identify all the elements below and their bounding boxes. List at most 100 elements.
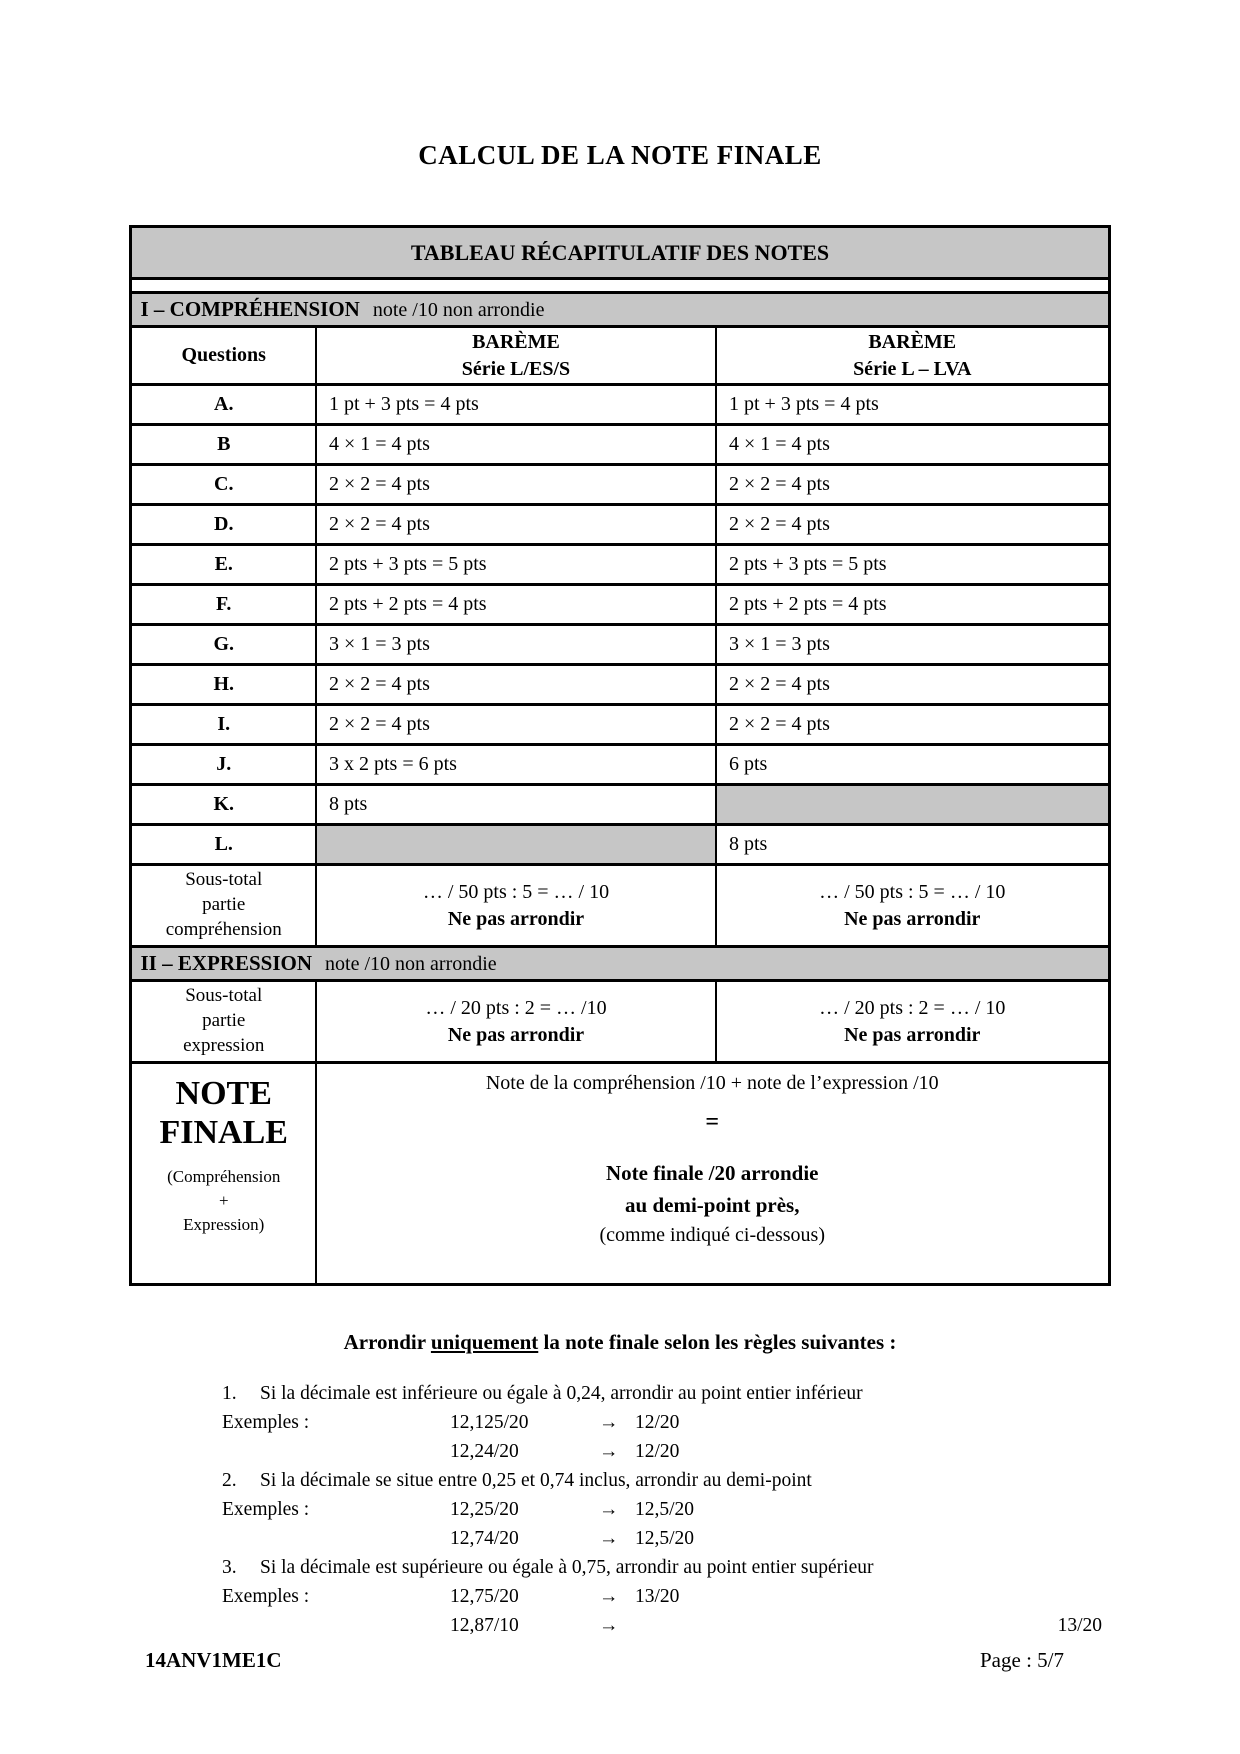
table-row: I. 2 × 2 = 4 pts 2 × 2 = 4 pts [129,703,1111,746]
bareme-lva-cell: 3 × 1 = 3 pts [714,623,1111,666]
note-finale-sub-line: Expression) [183,1215,265,1235]
rules-heading-underlined: uniquement [430,1330,539,1354]
bareme-lva-line1: BARÈME [868,330,957,353]
subtotal-label-line: expression [183,1034,265,1056]
bareme-lva-cell: 2 × 2 = 4 pts [714,663,1111,706]
question-cell: I. [129,703,317,746]
bareme-lss-cell: 2 × 2 = 4 pts [314,663,717,706]
example-to-far-right: 13/20 [1057,1615,1102,1636]
examples-label: Exemples : [222,1586,310,1607]
note-finale-result-note: (comme indiqué ci-dessous) [599,1224,826,1246]
subtotal-formula: … / 50 pts : 5 = … / 10 [422,880,610,903]
example-from: 12,24/20 [450,1441,519,1462]
example-from: 12,75/20 [450,1586,519,1607]
subtotal-expression-label: Sous-total partie expression [129,979,317,1064]
bareme-lva-cell: 2 pts + 2 pts = 4 pts [714,583,1111,626]
section-ii-note: note /10 non arrondie [325,953,497,975]
rule-item: 2. Si la décimale se situe entre 0,25 et … [222,1466,1114,1495]
question-cell: F. [129,583,317,626]
question-cell: A. [129,383,317,426]
note-finale-sub-line: (Compréhension [167,1167,281,1187]
bareme-lss-line1: BARÈME [472,330,560,353]
bareme-lva-line2: Série L – LVA [853,357,972,380]
section-i-note: note /10 non arrondie [372,299,545,321]
rule-text: Si la décimale se situe entre 0,25 et 0,… [260,1470,812,1491]
example-row: 12,87/10 → 13/20 [222,1611,1114,1640]
example-from: 12,74/20 [450,1528,519,1549]
example-from: 12,125/20 [450,1412,529,1433]
example-row: Exemples : 12,125/20 → 12/20 [222,1408,1114,1437]
example-row: 12,24/20 → 12/20 [222,1437,1114,1466]
question-cell: J. [129,743,317,786]
rule-text: Si la décimale est supérieure ou égale à… [260,1557,874,1578]
column-header-bareme-lva: BARÈME Série L – LVA [714,325,1111,386]
question-cell: B [129,423,317,466]
note-finale-sub-line: + [218,1191,229,1211]
question-cell: H. [129,663,317,706]
bareme-lss-cell: 3 x 2 pts = 6 pts [314,743,717,786]
subtotal-label-line: Sous-total [185,985,263,1007]
bareme-lva-cell: 2 × 2 = 4 pts [714,503,1111,546]
subtotal-formula: … / 20 pts : 2 = … /10 [425,996,607,1019]
example-to: 12,5/20 [635,1528,695,1549]
subtotal-note: Ne pas arrondir [844,907,981,930]
bareme-lva-cell-shaded [714,783,1111,826]
bareme-lss-line2: Série L/ES/S [461,357,571,380]
subtotal-expression-lva: … / 20 pts : 2 = … / 10 Ne pas arrondir [714,979,1111,1064]
example-row: 12,74/20 → 12,5/20 [222,1524,1114,1553]
examples-label-spacer [222,1437,450,1466]
subtotal-comprehension-label: Sous-total partie compréhension [129,863,317,948]
subtotal-comprehension-row: Sous-total partie compréhension … / 50 p… [129,863,1111,948]
table-row: G. 3 × 1 = 3 pts 3 × 1 = 3 pts [129,623,1111,666]
bareme-lss-cell: 4 × 1 = 4 pts [314,423,717,466]
section-i-header: I – COMPRÉHENSION note /10 non arrondie [129,291,1111,328]
bareme-lss-cell: 2 × 2 = 4 pts [314,503,717,546]
bareme-lss-cell: 8 pts [314,783,717,826]
subtotal-label-line: Sous-total [185,869,263,891]
note-finale-row: NOTE FINALE (Compréhension + Expression)… [129,1061,1111,1286]
arrow-icon: → [599,1412,619,1433]
question-cell: K. [129,783,317,826]
table-row: D. 2 × 2 = 4 pts 2 × 2 = 4 pts [129,503,1111,546]
page-footer: 14ANV1ME1C Page : 5/7 [0,1648,1240,1673]
rules-heading-pre: Arrondir [343,1330,431,1354]
table-row: H. 2 × 2 = 4 pts 2 × 2 = 4 pts [129,663,1111,706]
note-finale-label: NOTE FINALE (Compréhension + Expression) [129,1061,317,1286]
subtotal-comprehension-lva: … / 50 pts : 5 = … / 10 Ne pas arrondir [714,863,1111,948]
subtotal-label-line: partie [202,894,246,916]
spacer-row [129,277,1111,294]
arrow-icon: → [599,1441,619,1462]
question-cell: C. [129,463,317,506]
arrow-icon: → [599,1615,619,1636]
note-finale-formula-cell: Note de la compréhension /10 + note de l… [314,1061,1111,1286]
examples-label-spacer [222,1611,450,1640]
footer-page-number: Page : 5/7 [980,1648,1064,1672]
examples-label: Exemples : [222,1499,310,1520]
note-finale-title-line: FINALE [159,1114,288,1152]
note-finale-title-line: NOTE [175,1075,272,1112]
subtotal-label-line: compréhension [165,918,282,940]
column-header-row: Questions BARÈME Série L/ES/S BARÈME Sér… [129,325,1111,386]
rules-heading: Arrondir uniquement la note finale selon… [0,1330,1240,1355]
bareme-lss-cell: 2 pts + 3 pts = 5 pts [314,543,717,586]
page-title: CALCUL DE LA NOTE FINALE [418,140,822,170]
section-ii-row: II – EXPRESSION note /10 non arrondie [129,945,1111,982]
table-row: C. 2 × 2 = 4 pts 2 × 2 = 4 pts [129,463,1111,506]
bareme-lva-cell: 8 pts [714,823,1111,866]
column-header-questions: Questions [129,325,317,386]
subtotal-formula: … / 20 pts : 2 = … / 10 [819,996,1006,1019]
example-to: 12,5/20 [635,1499,695,1520]
table-title: TABLEAU RÉCAPITULATIF DES NOTES [129,225,1111,280]
bareme-lss-cell-shaded [314,823,717,866]
examples-label-spacer [222,1524,450,1553]
question-cell: L. [129,823,317,866]
bareme-lss-cell: 2 × 2 = 4 pts [314,463,717,506]
bareme-lss-cell: 1 pt + 3 pts = 4 pts [314,383,717,426]
rule-number: 2. [222,1470,237,1491]
arrow-icon: → [599,1586,619,1607]
question-cell: E. [129,543,317,586]
subtotal-expression-lss: … / 20 pts : 2 = … /10 Ne pas arrondir [314,979,717,1064]
example-to: 12/20 [635,1412,680,1433]
subtotal-comprehension-lss: … / 50 pts : 5 = … / 10 Ne pas arrondir [314,863,717,948]
table-row: B 4 × 1 = 4 pts 4 × 1 = 4 pts [129,423,1111,466]
